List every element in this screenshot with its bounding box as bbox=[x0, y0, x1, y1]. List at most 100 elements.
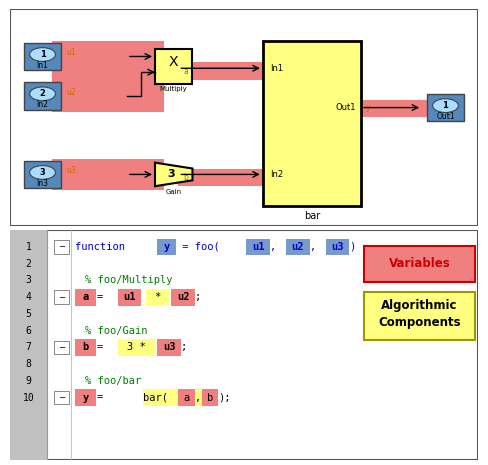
Ellipse shape bbox=[30, 47, 56, 61]
Text: Variables: Variables bbox=[389, 257, 450, 270]
Text: In1: In1 bbox=[37, 61, 48, 70]
FancyBboxPatch shape bbox=[157, 239, 176, 255]
Text: bar: bar bbox=[304, 211, 320, 221]
FancyBboxPatch shape bbox=[24, 43, 61, 70]
FancyBboxPatch shape bbox=[145, 289, 169, 306]
Text: u1: u1 bbox=[123, 292, 136, 302]
Text: y: y bbox=[163, 242, 170, 252]
Text: 2: 2 bbox=[40, 89, 45, 98]
Text: 10: 10 bbox=[22, 392, 34, 403]
Text: 8: 8 bbox=[25, 359, 31, 369]
Text: u3: u3 bbox=[331, 242, 344, 252]
FancyBboxPatch shape bbox=[54, 240, 69, 253]
Text: 1: 1 bbox=[443, 101, 448, 110]
Text: a: a bbox=[183, 392, 190, 403]
FancyBboxPatch shape bbox=[179, 62, 263, 80]
Text: Out1: Out1 bbox=[336, 103, 356, 112]
FancyBboxPatch shape bbox=[427, 94, 464, 121]
FancyBboxPatch shape bbox=[143, 389, 218, 406]
Text: 4: 4 bbox=[25, 292, 31, 302]
Text: In2: In2 bbox=[37, 100, 48, 109]
Text: −: − bbox=[58, 242, 65, 252]
Text: ): ) bbox=[349, 242, 356, 252]
FancyBboxPatch shape bbox=[246, 239, 270, 255]
FancyBboxPatch shape bbox=[118, 339, 155, 356]
Text: 9: 9 bbox=[25, 376, 31, 386]
Text: function: function bbox=[75, 242, 132, 252]
FancyBboxPatch shape bbox=[54, 391, 69, 404]
Text: =: = bbox=[97, 292, 102, 302]
Text: b: b bbox=[207, 392, 213, 403]
Text: a: a bbox=[183, 67, 188, 76]
FancyBboxPatch shape bbox=[52, 159, 164, 190]
FancyBboxPatch shape bbox=[179, 168, 263, 186]
FancyBboxPatch shape bbox=[54, 341, 69, 354]
FancyBboxPatch shape bbox=[75, 289, 97, 306]
Text: Algorithmic
Components: Algorithmic Components bbox=[378, 299, 461, 329]
Text: );: ); bbox=[218, 392, 231, 403]
Text: 6: 6 bbox=[25, 326, 31, 336]
Text: y: y bbox=[366, 103, 370, 112]
Text: % foo/Multiply: % foo/Multiply bbox=[85, 275, 172, 286]
Text: 3: 3 bbox=[167, 169, 175, 179]
FancyBboxPatch shape bbox=[157, 339, 181, 356]
Text: In1: In1 bbox=[270, 64, 283, 73]
Text: u1: u1 bbox=[66, 47, 76, 57]
FancyBboxPatch shape bbox=[118, 289, 141, 306]
Text: −: − bbox=[58, 343, 65, 352]
Text: b: b bbox=[183, 173, 188, 182]
Text: 3: 3 bbox=[25, 275, 31, 286]
Text: u3: u3 bbox=[66, 166, 76, 175]
Text: ,: , bbox=[270, 242, 276, 252]
Text: = foo(: = foo( bbox=[176, 242, 220, 252]
Text: a: a bbox=[82, 292, 89, 302]
FancyBboxPatch shape bbox=[10, 230, 47, 460]
Text: ;: ; bbox=[181, 342, 187, 352]
Text: In2: In2 bbox=[270, 170, 283, 179]
FancyBboxPatch shape bbox=[75, 389, 97, 406]
Text: u2: u2 bbox=[66, 87, 76, 97]
Text: 1: 1 bbox=[25, 242, 31, 252]
Text: 3: 3 bbox=[40, 168, 45, 177]
FancyBboxPatch shape bbox=[54, 291, 69, 304]
FancyBboxPatch shape bbox=[171, 289, 195, 306]
Text: u3: u3 bbox=[163, 342, 175, 352]
Text: b: b bbox=[82, 342, 89, 352]
FancyBboxPatch shape bbox=[10, 9, 478, 226]
FancyBboxPatch shape bbox=[10, 230, 478, 460]
FancyBboxPatch shape bbox=[202, 389, 218, 406]
Text: 1: 1 bbox=[40, 50, 45, 59]
Text: 3 *: 3 * bbox=[127, 342, 145, 352]
Ellipse shape bbox=[30, 166, 56, 179]
FancyBboxPatch shape bbox=[326, 239, 349, 255]
Text: u1: u1 bbox=[252, 242, 264, 252]
Text: u2: u2 bbox=[177, 292, 189, 302]
Ellipse shape bbox=[432, 99, 458, 113]
Text: ;: ; bbox=[195, 292, 201, 302]
FancyBboxPatch shape bbox=[365, 292, 475, 340]
FancyBboxPatch shape bbox=[361, 100, 431, 118]
Text: 2: 2 bbox=[25, 259, 31, 269]
Text: 7: 7 bbox=[25, 342, 31, 352]
Text: In3: In3 bbox=[37, 179, 48, 188]
Text: 5: 5 bbox=[25, 309, 31, 319]
FancyBboxPatch shape bbox=[52, 41, 164, 112]
FancyBboxPatch shape bbox=[286, 239, 309, 255]
FancyBboxPatch shape bbox=[155, 49, 192, 84]
Text: y: y bbox=[82, 392, 89, 403]
Text: Gain: Gain bbox=[165, 189, 182, 195]
Text: bar(: bar( bbox=[143, 392, 168, 403]
Polygon shape bbox=[155, 163, 192, 186]
FancyBboxPatch shape bbox=[75, 339, 97, 356]
Text: Multiply: Multiply bbox=[160, 86, 187, 92]
FancyBboxPatch shape bbox=[365, 246, 475, 282]
FancyBboxPatch shape bbox=[24, 82, 61, 110]
FancyBboxPatch shape bbox=[179, 389, 195, 406]
Ellipse shape bbox=[30, 87, 56, 101]
FancyBboxPatch shape bbox=[61, 90, 127, 107]
Text: −: − bbox=[58, 292, 65, 302]
Text: ,: , bbox=[309, 242, 316, 252]
Text: ,: , bbox=[195, 392, 201, 403]
FancyBboxPatch shape bbox=[24, 161, 61, 188]
Text: =: = bbox=[97, 342, 102, 352]
